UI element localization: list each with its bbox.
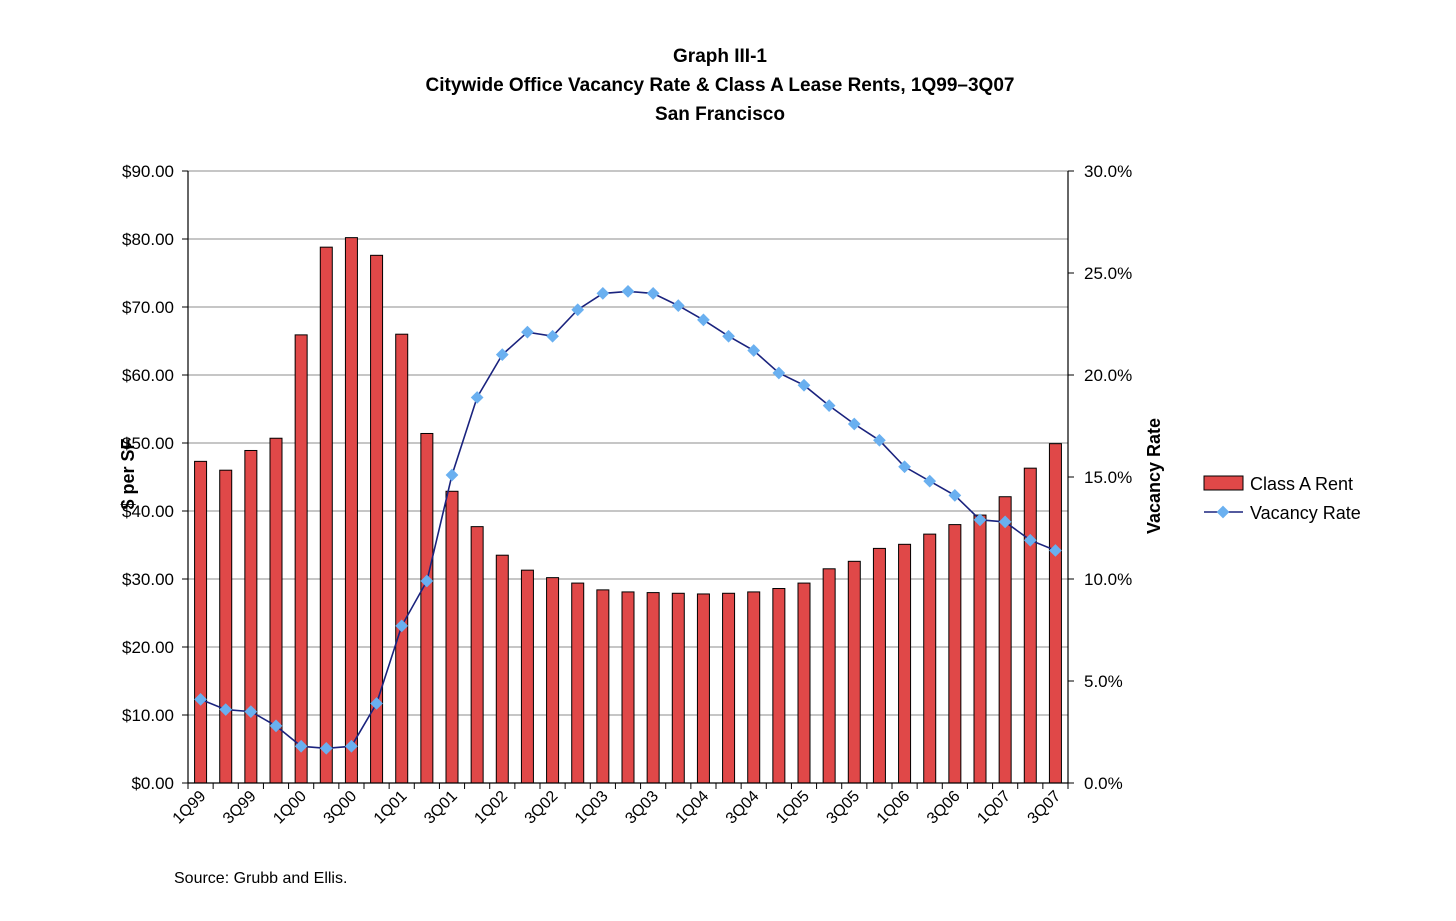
vacancy-point [621, 284, 635, 298]
rent-bar [520, 569, 534, 784]
rent-bar [621, 591, 635, 784]
chart-title-block: Graph III-1 Citywide Office Vacancy Rate… [426, 46, 1015, 125]
rent-bar [470, 526, 484, 784]
rent-bar [948, 524, 962, 784]
x-tick-label: 1Q07 [974, 788, 1014, 828]
rent-bar [395, 333, 409, 784]
y-tick-label: $10.00 [122, 706, 174, 725]
vacancy-point [495, 348, 509, 361]
rent-bar [1023, 467, 1037, 784]
rent-bar [772, 588, 786, 784]
legend-swatch-rent [1203, 475, 1244, 491]
rent-bar [747, 591, 761, 784]
rent-bar [923, 533, 937, 784]
x-tick-label: 1Q99 [170, 788, 210, 828]
vacancy-point [445, 468, 459, 482]
vacancy-point [596, 287, 610, 300]
y-tick-label: $70.00 [122, 298, 174, 317]
vacancy-point [923, 474, 937, 488]
vacancy-point [722, 329, 735, 343]
left-axis-ticks: $0.00 $10.00 $20.00 $30.00 $40.00 $50.00 $60.0… [122, 162, 188, 793]
x-tick-label: 3Q04 [723, 788, 763, 828]
y-axis-title: $ per SF [118, 438, 138, 509]
x-tick-label: 3Q99 [220, 788, 260, 828]
x-tick-label: 3Q02 [522, 788, 562, 828]
rent-bar [822, 568, 836, 784]
y-tick-label: $30.00 [122, 570, 174, 589]
rent-bar [495, 554, 509, 784]
x-tick-label: 1Q02 [471, 788, 511, 828]
rent-bar [571, 582, 585, 784]
y2-tick-label: 20.0% [1084, 366, 1132, 385]
x-tick-label: 1Q00 [270, 788, 310, 828]
y-tick-label: $0.00 [131, 774, 174, 793]
chart-subtitle-location: San Francisco [655, 104, 785, 125]
rent-bar [898, 543, 912, 784]
y-tick-label: $60.00 [122, 366, 174, 385]
legend: Class A Rent Vacancy Rate [1203, 474, 1361, 523]
rent-bar [445, 490, 459, 784]
x-tick-label: 3Q07 [1025, 788, 1065, 828]
y-tick-label: $50.00 [122, 434, 174, 453]
y2-tick-label: 15.0% [1084, 468, 1132, 487]
x-tick-label: 3Q06 [924, 788, 964, 828]
rent-bar [646, 592, 660, 784]
x-tick-label: 1Q05 [773, 788, 813, 828]
rent-bar [294, 334, 308, 784]
rent-bar [194, 460, 208, 784]
chart-subtitle: Citywide Office Vacancy Rate & Class A L… [426, 75, 1015, 96]
rent-bar [344, 237, 358, 784]
vacancy-point [847, 417, 861, 431]
vacancy-point [697, 313, 710, 327]
legend-label-vacancy: Vacancy Rate [1250, 503, 1361, 523]
y2-tick-label: 0.0% [1084, 774, 1123, 793]
rent-bar [671, 592, 685, 784]
y-tick-label: $90.00 [122, 162, 174, 181]
right-axis-ticks: 0.0% 5.0% 10.0% 15.0% 20.0% 25.0% 30.0% [1068, 162, 1132, 793]
bar-series [194, 237, 1062, 784]
rent-bar [998, 496, 1012, 784]
x-tick-label: 1Q06 [874, 788, 914, 828]
chart-title: Graph III-1 [673, 46, 767, 67]
rent-bar [420, 432, 434, 784]
vacancy-point [646, 287, 660, 300]
rent-bar [722, 592, 736, 784]
vacancy-point [671, 299, 685, 313]
rent-bar [1048, 443, 1062, 784]
y-tick-label: $40.00 [122, 502, 174, 521]
vacancy-point [470, 391, 484, 404]
y2-tick-label: 30.0% [1084, 162, 1132, 181]
rent-bar [546, 577, 560, 784]
y2-tick-label: 10.0% [1084, 570, 1132, 589]
rent-bar [847, 560, 861, 784]
x-tick-label: 3Q00 [321, 788, 361, 828]
rent-bar [319, 246, 333, 784]
rent-bar [596, 589, 610, 784]
rent-bar [696, 593, 710, 784]
x-tick-label: 1Q01 [371, 788, 411, 828]
rent-bar [973, 514, 987, 784]
y2-tick-label: 25.0% [1084, 264, 1132, 283]
y-tick-label: $20.00 [122, 638, 174, 657]
source-note: Source: Grubb and Ellis. [174, 870, 347, 887]
rent-bar [872, 547, 886, 784]
x-tick-label: 1Q04 [673, 788, 713, 828]
gridlines [188, 170, 1068, 716]
x-tick-label: 1Q03 [572, 788, 612, 828]
rent-bar [219, 469, 233, 784]
x-tick-label: 3Q03 [622, 788, 662, 828]
legend-label-rent: Class A Rent [1250, 474, 1353, 494]
rent-bar [797, 582, 811, 784]
legend-swatch-vacancy-marker [1216, 505, 1230, 519]
y2-axis-title: Vacancy Rate [1144, 418, 1164, 534]
y2-tick-label: 5.0% [1084, 672, 1123, 691]
x-tick-label: 3Q05 [823, 788, 863, 828]
x-tick-label: 3Q01 [421, 788, 461, 828]
rent-bar [244, 449, 258, 784]
x-axis-ticks: 1Q99 3Q99 1Q00 3Q00 1Q01 3Q01 1Q02 3Q02 1Q03 3Q03… [170, 783, 1069, 828]
y-tick-label: $80.00 [122, 230, 174, 249]
